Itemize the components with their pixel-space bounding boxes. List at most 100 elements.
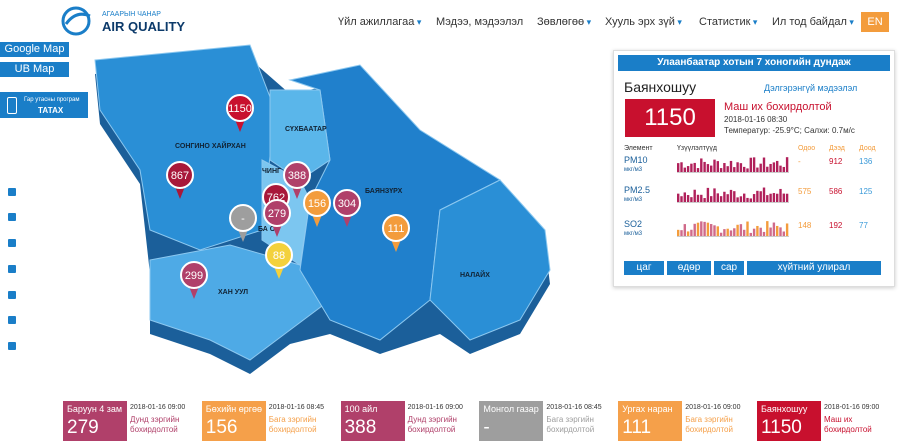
spark-bar: [749, 157, 752, 172]
station-card[interactable]: Монгол газар - 2018-01-16 08:45 Бага зэргий…: [479, 401, 609, 441]
district-label: БАЯНЗҮРХ: [365, 188, 403, 195]
map-pin[interactable]: 299: [180, 261, 208, 299]
element: SO2: [624, 219, 643, 229]
spark-bar: [739, 224, 743, 236]
spark-bar: [769, 193, 772, 202]
map-pin[interactable]: -: [229, 204, 257, 242]
spark-bar: [776, 225, 779, 236]
spark-bar: [739, 196, 743, 202]
station-card[interactable]: Ургах наран 111 2018-01-16 09:00 Бага зэрги…: [618, 401, 748, 441]
spark-bar: [690, 163, 693, 172]
unit: мкг/м3: [624, 197, 643, 203]
pin-value: 156: [308, 198, 326, 210]
nav-item[interactable]: Ил тод байдал: [772, 16, 854, 28]
spark-bar: [710, 224, 713, 236]
map-pin[interactable]: 388: [283, 161, 311, 199]
spark-bar: [700, 158, 703, 172]
map-pin[interactable]: 1150: [226, 94, 254, 132]
station-card[interactable]: Бөхийн өргөө 156 2018-01-16 08:45 Бага зэрг…: [201, 401, 332, 441]
map: СОНГИНО ХАЙРХАН СҮХБААТАР ЧИНГ БАЯНЗҮРХ БА О…: [94, 44, 551, 374]
details-link[interactable]: Дэлгэрэнгүй мэдээлэл: [764, 83, 858, 93]
spark-bar: [686, 231, 690, 236]
pin-head: [265, 241, 293, 269]
spark-bar: [677, 163, 680, 172]
spark-bar: [680, 196, 683, 202]
spark-bar: [729, 160, 733, 172]
google-map-button[interactable]: Google Map: [0, 42, 69, 57]
spark-bar: [756, 190, 759, 202]
map-pin[interactable]: 111: [382, 214, 410, 252]
station-card[interactable]: Баянхошуу 1150 2018-01-16 09:00 Маш их бохи…: [757, 401, 887, 441]
spark-bar: [723, 191, 726, 202]
spark-bar: [759, 227, 762, 236]
spark-bar: [769, 227, 772, 236]
spark-bar: [686, 166, 690, 172]
aqi-box: 1150: [625, 99, 715, 137]
app-text: Гар утасны програм: [24, 97, 80, 103]
card-status: Дунд зэргийн бохирдолтой: [407, 415, 457, 434]
tab[interactable]: цаг: [624, 261, 664, 275]
app-button[interactable]: Гар утасны програм ТАТАХ: [0, 92, 88, 118]
spark-bar: [759, 163, 762, 172]
map-pin[interactable]: 88: [265, 241, 293, 279]
spark-bar: [693, 189, 696, 202]
spark-bar: [746, 197, 749, 202]
now: -: [798, 157, 801, 166]
banner[interactable]: Улаанбаатар хотын 7 хоногийн дундаж: [618, 55, 890, 71]
nav-item[interactable]: Хууль эрх зүй: [605, 16, 682, 28]
station-card[interactable]: 100 айл 388 2018-01-16 09:00 Дунд зэргийн б…: [340, 401, 471, 441]
map-pin[interactable]: 279: [263, 199, 291, 237]
app-text: ТАТАХ: [38, 106, 64, 115]
spark-bar: [762, 157, 766, 172]
pin-head: [180, 261, 208, 289]
spark-bar: [772, 193, 776, 202]
spark-bar: [706, 187, 710, 202]
spark-bar: [752, 228, 756, 236]
pin-value: 304: [338, 198, 356, 210]
spark-bar: [719, 232, 723, 236]
card-status: Дунд зэргийн бохирдолтой: [130, 415, 180, 434]
map-pin[interactable]: 156: [303, 189, 331, 227]
lang-button[interactable]: EN: [861, 12, 889, 32]
spark-bar: [746, 221, 749, 236]
nav-item[interactable]: Үйл ажиллагаа: [338, 16, 421, 28]
ub-map-button[interactable]: UB Map: [0, 62, 69, 77]
card-status: Бага зэргийн бохирдолтой: [268, 415, 317, 434]
map-pin[interactable]: 867: [166, 161, 194, 199]
now: 148: [798, 221, 812, 230]
station-card[interactable]: Баруун 4 зам 279 2018-01-16 09:00 Дунд зэрг…: [63, 401, 193, 441]
card-name: Бөхийн өргөө: [205, 404, 263, 414]
spark-bar: [733, 167, 736, 172]
min: 125: [859, 187, 873, 196]
station-name: Баянхошуу: [624, 79, 697, 95]
spark-bar: [716, 161, 719, 172]
pin-head: [226, 94, 254, 122]
status: Маш их бохирдолтой: [724, 101, 832, 113]
map-pin[interactable]: 304: [333, 189, 361, 227]
weather: Температур: -25.9°C; Салхи: 0.7м/с: [724, 126, 855, 135]
nav-item[interactable]: Мэдээ, мэдээлэл: [436, 16, 524, 28]
card-name: Баянхошуу: [761, 404, 808, 414]
max: 586: [829, 187, 843, 196]
pin-value: 111: [388, 223, 405, 235]
spark-bar: [729, 189, 733, 202]
spark-bar: [677, 193, 680, 202]
spark-bar: [782, 193, 785, 202]
nav-item[interactable]: Статистик: [699, 16, 757, 28]
card-time: 2018-01-16 09:00: [685, 404, 741, 411]
spark-bar: [696, 194, 700, 202]
nav-item[interactable]: Зөвлөгөө: [537, 16, 591, 28]
district-label: СҮХБААТАР: [285, 126, 327, 133]
card-color: 100 айл 388: [340, 401, 405, 441]
spark-bar: [746, 168, 749, 172]
tab[interactable]: сар: [714, 261, 744, 275]
pin-head: [263, 199, 291, 227]
spark-bar: [762, 187, 766, 202]
tab[interactable]: өдөр: [667, 261, 711, 275]
card-status: Бага зэргийн бохирдолтой: [546, 415, 595, 434]
tab[interactable]: хүйтний улирал: [747, 261, 881, 275]
column-header: Үзүүлэлтүүд: [677, 145, 717, 152]
pin-head: [166, 161, 194, 189]
spark-bar: [739, 163, 743, 172]
card-color: Баруун 4 зам 279: [63, 401, 127, 441]
